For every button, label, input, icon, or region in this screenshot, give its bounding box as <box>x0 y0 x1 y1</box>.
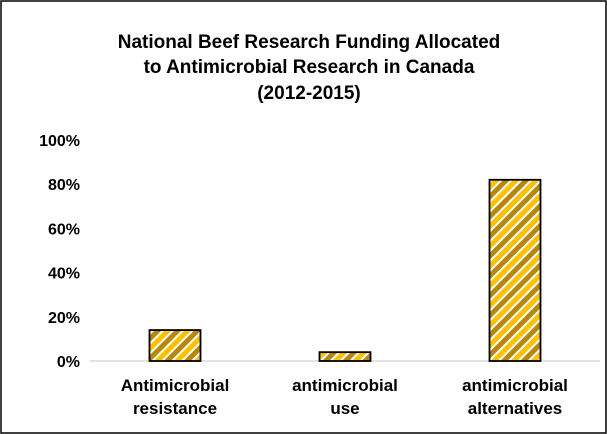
y-tick-label: 100% <box>39 133 80 150</box>
chart-title-line-1: National Beef Research Funding Allocated <box>118 32 501 53</box>
y-tick-label: 60% <box>48 221 80 238</box>
x-axis: Antimicrobial resistance antimicrobial use a… <box>121 376 568 418</box>
y-axis: 0% 20% 40% 60% 80% 100% <box>39 133 80 371</box>
x-tick-label: resistance <box>133 399 217 418</box>
y-tick-label: 40% <box>48 266 80 283</box>
chart-title-line-2: to Antimicrobial Research in Canada <box>144 57 475 78</box>
chart-title: National Beef Research Funding Allocated… <box>118 32 501 104</box>
x-tick-label: Antimicrobial <box>121 376 230 395</box>
bar <box>488 178 542 362</box>
bar <box>148 329 202 362</box>
chart-title-line-3: (2012-2015) <box>257 83 361 104</box>
bars <box>148 178 542 362</box>
x-tick-label: use <box>330 399 359 418</box>
y-tick-label: 80% <box>48 177 80 194</box>
y-tick-label: 20% <box>48 310 80 327</box>
x-tick-label: antimicrobial <box>462 376 568 395</box>
y-tick-label: 0% <box>57 354 80 371</box>
bar <box>318 351 372 362</box>
x-tick-label: antimicrobial <box>292 376 398 395</box>
x-tick-label: alternatives <box>468 399 563 418</box>
